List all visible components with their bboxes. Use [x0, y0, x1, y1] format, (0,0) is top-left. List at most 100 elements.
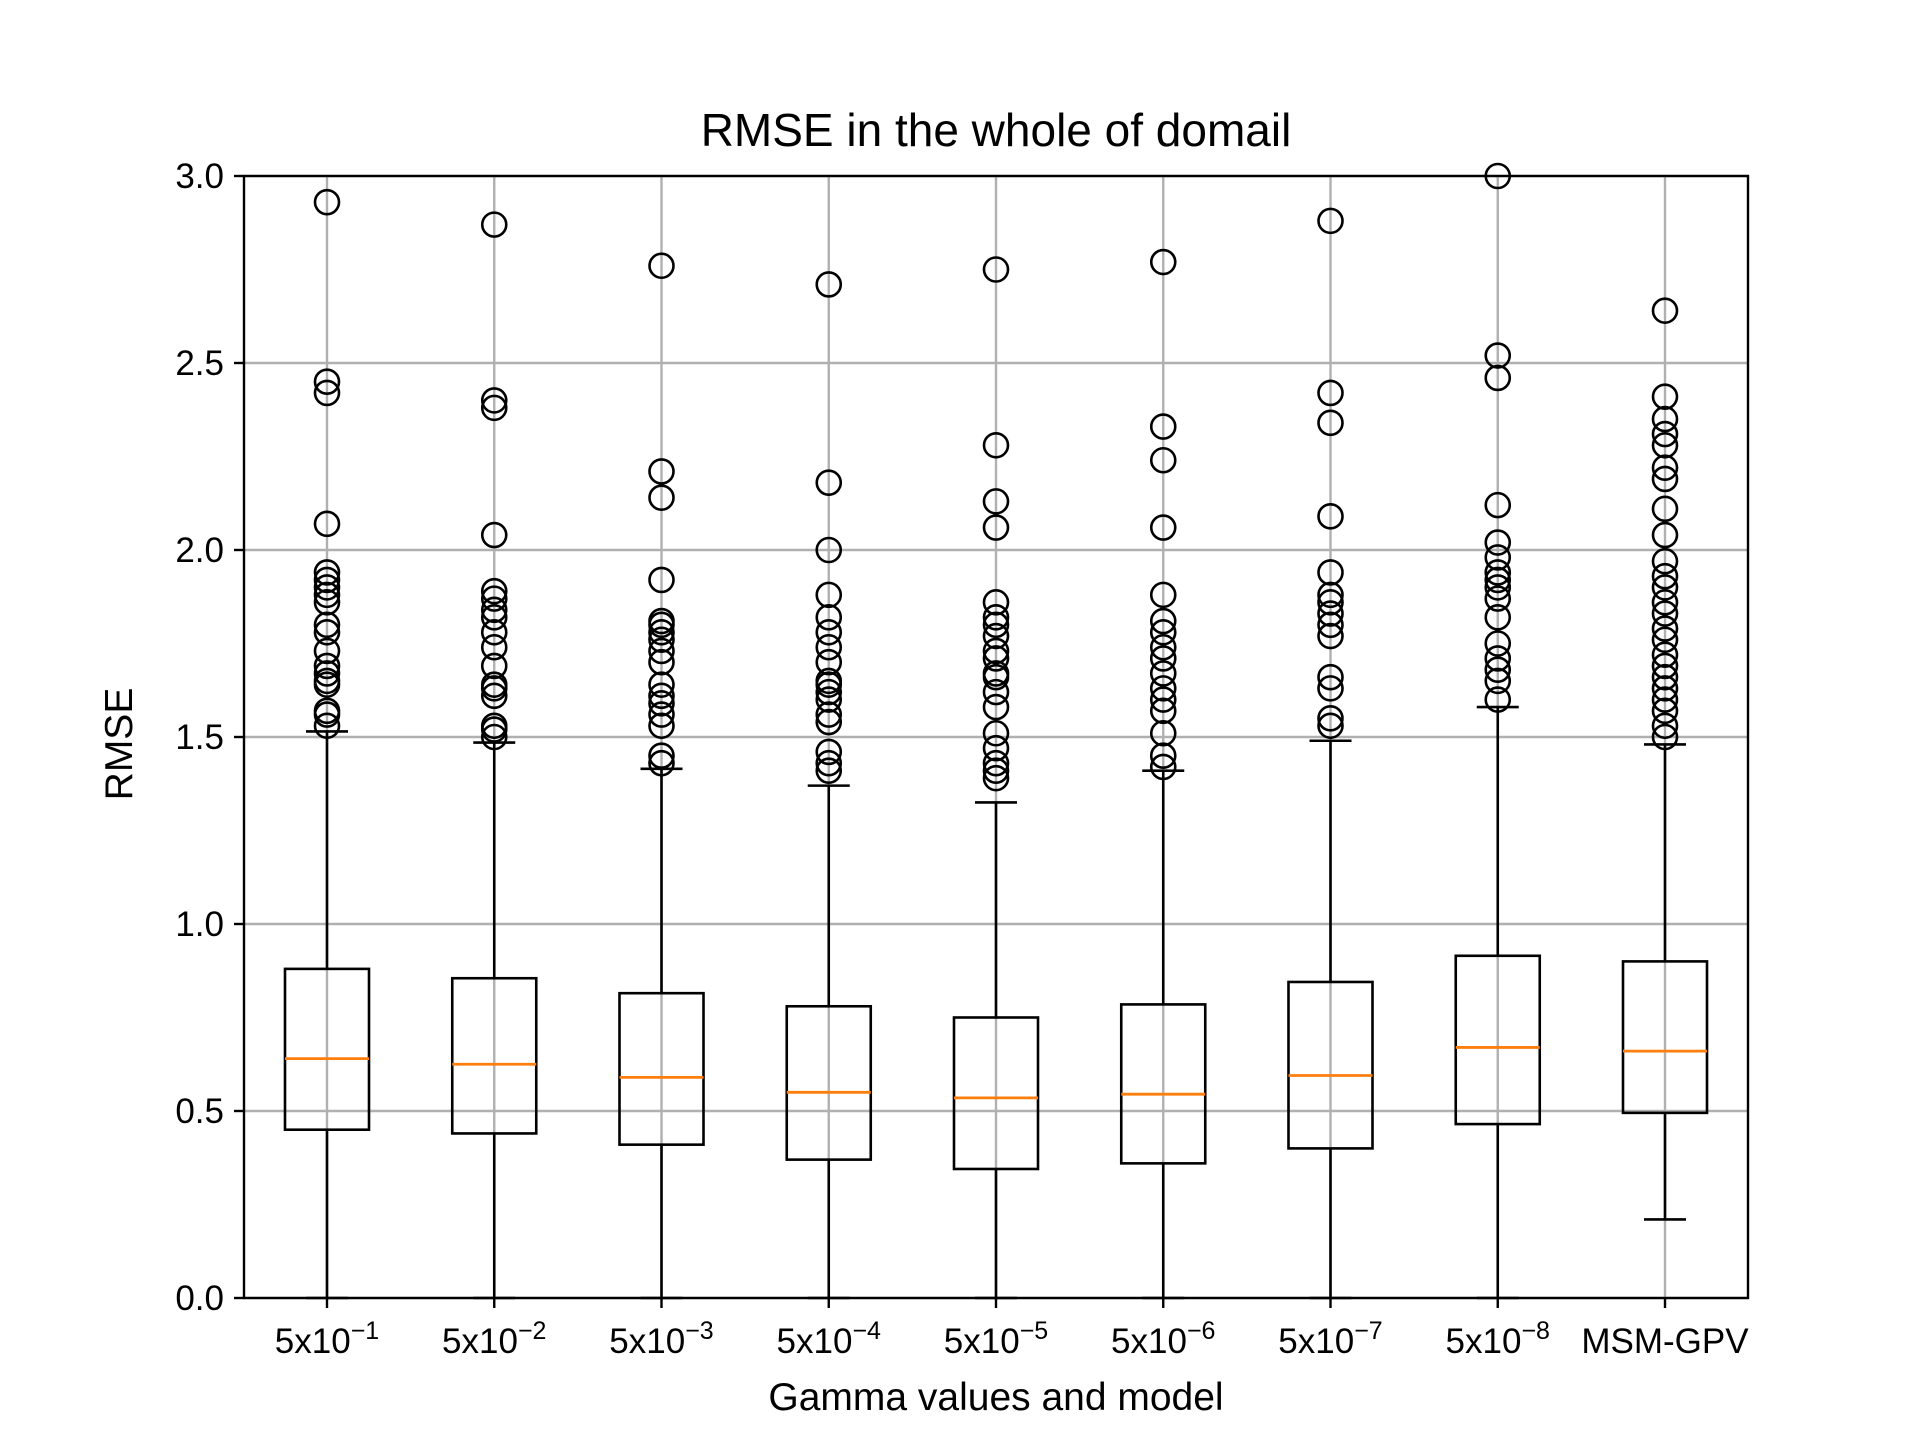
outlier-point — [1484, 604, 1512, 631]
outlier-point — [982, 589, 1010, 616]
outlier-point — [1149, 514, 1177, 541]
outlier-point — [1651, 697, 1679, 725]
outlier-point — [648, 749, 675, 777]
outlier-point — [313, 618, 341, 646]
iqr-box — [1454, 954, 1542, 1126]
outlier-point — [815, 604, 843, 631]
outlier-point — [1651, 465, 1679, 493]
outlier-point — [1484, 686, 1512, 713]
y-axis-label: RMSE — [98, 688, 141, 801]
outlier-point — [648, 712, 675, 740]
outlier-point — [1317, 207, 1344, 235]
outlier-point — [648, 648, 675, 676]
outlier-point — [815, 757, 843, 784]
outlier-point — [480, 618, 508, 646]
outlier-point — [1651, 405, 1679, 433]
iqr-box — [1287, 980, 1374, 1150]
outlier-point — [480, 585, 508, 612]
outlier-point — [982, 757, 1010, 784]
outlier-point — [480, 671, 508, 698]
outlier-point — [1317, 675, 1344, 702]
outlier-point — [1317, 581, 1344, 609]
outlier-point — [1651, 495, 1679, 523]
box-group — [785, 271, 873, 1300]
outlier-point — [1317, 611, 1344, 639]
outlier-point — [1651, 663, 1679, 691]
outlier-point — [648, 484, 675, 511]
outlier-point — [480, 211, 508, 238]
outlier-point — [815, 271, 843, 298]
outlier-point — [1149, 686, 1177, 713]
chart-title: RMSE in the whole of domail — [701, 104, 1292, 156]
outlier-point — [480, 652, 508, 680]
outlier-point — [1651, 686, 1679, 713]
outlier-point — [1651, 454, 1679, 482]
outlier-point — [1149, 446, 1177, 474]
y-tick-label: 2.5 — [175, 344, 224, 383]
outlier-point — [1317, 409, 1344, 437]
outlier-point — [648, 701, 675, 728]
box-group — [283, 188, 371, 1300]
outlier-point — [982, 749, 1010, 777]
outlier-point — [1651, 712, 1679, 740]
outlier-point — [1651, 626, 1679, 654]
x-tick-label: 5x10−1 — [275, 1317, 379, 1361]
outlier-point — [982, 734, 1010, 762]
outlier-point — [480, 387, 508, 414]
x-tick-label: 5x10−4 — [777, 1317, 882, 1361]
box-group — [1621, 297, 1709, 1221]
outlier-point — [480, 604, 508, 631]
outlier-point — [982, 637, 1010, 665]
outlier-point — [648, 690, 675, 717]
outlier-point — [1484, 656, 1512, 683]
outlier-point — [1149, 413, 1177, 440]
outlier-point — [480, 596, 508, 624]
outlier-point — [1484, 364, 1512, 392]
outlier-point — [1651, 521, 1679, 549]
x-tick-label: 5x10−6 — [1111, 1317, 1215, 1361]
outlier-point — [815, 536, 843, 564]
outlier-point — [1651, 600, 1679, 627]
outlier-point — [1484, 585, 1512, 612]
outlier-point — [1317, 503, 1344, 530]
box-group — [952, 256, 1040, 1300]
outlier-point — [815, 633, 843, 661]
outlier-point — [480, 712, 508, 740]
outlier-point — [982, 764, 1010, 792]
x-axis-label: Gamma values and model — [768, 1376, 1223, 1419]
x-tick-label: 5x10−2 — [442, 1317, 546, 1361]
outlier-point — [1149, 697, 1177, 725]
outlier-point — [1484, 566, 1512, 594]
outlier-point — [1484, 630, 1512, 657]
outlier-point — [1651, 589, 1679, 616]
outlier-point — [1149, 753, 1177, 781]
outlier-point — [1149, 607, 1177, 635]
outlier-point — [1651, 420, 1679, 448]
box-layer — [283, 162, 1709, 1300]
outlier-point — [648, 618, 675, 646]
outlier-point — [313, 637, 341, 665]
outlier-point — [815, 581, 843, 609]
outlier-point — [982, 604, 1010, 631]
iqr-box — [1621, 960, 1709, 1115]
outlier-point — [1651, 652, 1679, 680]
outlier-point — [1484, 574, 1512, 601]
x-axis: 5x10−1 5x10−2 5x10−3 5x10−4 5x10−5 5x10−6 5x10… — [275, 1298, 1749, 1361]
outlier-point — [1651, 641, 1679, 669]
outlier-point — [1317, 663, 1344, 691]
outlier-point — [1484, 342, 1512, 369]
outlier-point — [648, 458, 675, 485]
outlier-point — [982, 488, 1010, 515]
y-tick-label: 0.5 — [175, 1092, 224, 1131]
x-tick-label: 5x10−5 — [944, 1317, 1048, 1361]
outlier-point — [313, 368, 341, 396]
x-tick-label: 5x10−7 — [1278, 1317, 1382, 1361]
y-axis: 0.0 0.5 1.0 1.5 2.0 2.5 3.0 — [175, 157, 244, 1318]
outlier-point — [1149, 660, 1177, 687]
box-group — [618, 252, 705, 1300]
outlier-point — [1651, 574, 1679, 601]
outlier-point — [648, 626, 675, 654]
outlier-point — [982, 645, 1010, 672]
outlier-point — [815, 708, 843, 736]
